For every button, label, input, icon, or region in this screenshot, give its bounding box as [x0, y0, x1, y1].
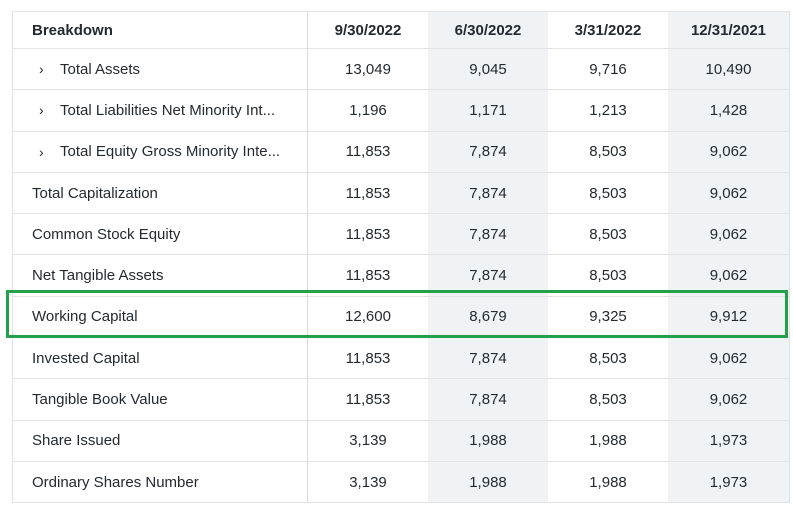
- table-row-working-capital: Working Capital 12,600 8,679 9,325 9,912: [12, 296, 790, 339]
- row-value: 1,988: [428, 420, 548, 461]
- table-row: Total Capitalization 11,853 7,874 8,503 …: [12, 172, 790, 215]
- row-value: 7,874: [428, 172, 548, 214]
- table-row[interactable]: › Total Equity Gross Minority Inte... 11…: [12, 131, 790, 173]
- row-value: 1,428: [668, 90, 790, 131]
- row-value: 3,139: [308, 461, 428, 503]
- row-value: 7,874: [428, 379, 548, 420]
- row-value: 9,062: [668, 172, 790, 214]
- row-value: 8,503: [548, 131, 668, 172]
- table-header-row: Breakdown 9/30/2022 6/30/2022 3/31/2022 …: [12, 11, 790, 49]
- row-value: 1,988: [548, 461, 668, 503]
- row-label: Total Capitalization: [12, 172, 308, 214]
- row-value: 10,490: [668, 49, 790, 90]
- table-row: Common Stock Equity 11,853 7,874 8,503 9…: [12, 214, 790, 256]
- row-value: 1,988: [548, 420, 668, 461]
- row-value: 9,062: [668, 131, 790, 172]
- table-row[interactable]: › Total Assets 13,049 9,045 9,716 10,490: [12, 49, 790, 91]
- row-label: Share Issued: [12, 420, 308, 461]
- row-label: Ordinary Shares Number: [12, 461, 308, 503]
- row-value: 9,062: [668, 214, 790, 255]
- table-row: Invested Capital 11,853 7,874 8,503 9,06…: [12, 338, 790, 380]
- row-value: 1,196: [308, 90, 428, 131]
- balance-sheet-table: Breakdown 9/30/2022 6/30/2022 3/31/2022 …: [12, 11, 790, 504]
- row-value: 12,600: [308, 296, 428, 338]
- table-row: Tangible Book Value 11,853 7,874 8,503 9…: [12, 379, 790, 421]
- table-row: Ordinary Shares Number 3,139 1,988 1,988…: [12, 461, 790, 504]
- row-value: 11,853: [308, 214, 428, 255]
- row-value: 1,988: [428, 461, 548, 503]
- row-value: 11,853: [308, 379, 428, 420]
- row-value: 9,062: [668, 338, 790, 379]
- row-value: 8,503: [548, 255, 668, 296]
- row-value: 11,853: [308, 131, 428, 172]
- row-value: 9,325: [548, 296, 668, 338]
- row-value: 3,139: [308, 420, 428, 461]
- row-value: 1,171: [428, 90, 548, 131]
- row-label-total-liabilities[interactable]: › Total Liabilities Net Minority Int...: [12, 90, 308, 131]
- row-value: 8,503: [548, 338, 668, 379]
- row-label: Working Capital: [12, 296, 308, 338]
- chevron-right-icon[interactable]: ›: [39, 102, 44, 119]
- row-value: 1,973: [668, 461, 790, 503]
- table-row[interactable]: › Total Liabilities Net Minority Int... …: [12, 90, 790, 132]
- row-value: 11,853: [308, 338, 428, 379]
- row-label: Total Equity Gross Minority Inte...: [60, 143, 281, 161]
- row-label: Total Liabilities Net Minority Int...: [60, 101, 276, 119]
- row-value: 1,213: [548, 90, 668, 131]
- row-label: Common Stock Equity: [12, 214, 308, 255]
- row-value: 11,853: [308, 172, 428, 214]
- row-value: 9,062: [668, 379, 790, 420]
- row-label-total-equity[interactable]: › Total Equity Gross Minority Inte...: [12, 131, 308, 172]
- breakdown-header: Breakdown: [12, 12, 308, 48]
- row-label: Invested Capital: [12, 338, 308, 379]
- row-label: Total Assets: [60, 60, 141, 78]
- row-value: 11,853: [308, 255, 428, 296]
- row-value: 13,049: [308, 49, 428, 90]
- row-label: Net Tangible Assets: [12, 255, 308, 296]
- table-row: Share Issued 3,139 1,988 1,988 1,973: [12, 420, 790, 462]
- row-value: 7,874: [428, 131, 548, 172]
- date-header: 6/30/2022: [428, 12, 548, 48]
- row-value: 8,503: [548, 172, 668, 214]
- table-row: Net Tangible Assets 11,853 7,874 8,503 9…: [12, 255, 790, 297]
- row-value: 7,874: [428, 338, 548, 379]
- date-header: 3/31/2022: [548, 12, 668, 48]
- row-value: 7,874: [428, 255, 548, 296]
- row-value: 9,912: [668, 296, 790, 338]
- row-value: 1,973: [668, 420, 790, 461]
- row-value: 7,874: [428, 214, 548, 255]
- row-value: 9,716: [548, 49, 668, 90]
- row-label-total-assets[interactable]: › Total Assets: [12, 49, 308, 90]
- chevron-right-icon[interactable]: ›: [39, 143, 44, 160]
- row-value: 8,503: [548, 379, 668, 420]
- date-header: 12/31/2021: [668, 12, 790, 48]
- date-header: 9/30/2022: [308, 12, 428, 48]
- row-value: 9,062: [668, 255, 790, 296]
- row-label: Tangible Book Value: [12, 379, 308, 420]
- row-value: 9,045: [428, 49, 548, 90]
- row-value: 8,503: [548, 214, 668, 255]
- row-value: 8,679: [428, 296, 548, 338]
- chevron-right-icon[interactable]: ›: [39, 61, 44, 78]
